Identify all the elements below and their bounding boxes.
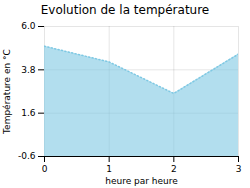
svg-text:6.0: 6.0 bbox=[21, 21, 36, 31]
html-text:Evolution de la température: Evolution de la température bbox=[40, 3, 210, 17]
svg-text:-0.6: -0.6 bbox=[18, 151, 36, 161]
svg-text:2: 2 bbox=[171, 164, 177, 174]
svg-text:3.8: 3.8 bbox=[21, 65, 36, 75]
svg-text:heure par heure: heure par heure bbox=[105, 176, 178, 186]
svg-text:3: 3 bbox=[236, 164, 242, 174]
svg-text:1: 1 bbox=[106, 164, 112, 174]
svg-text:1.6: 1.6 bbox=[21, 108, 36, 118]
svg-text:Température en °C: Température en °C bbox=[2, 49, 12, 135]
svg-text:0: 0 bbox=[42, 164, 48, 174]
